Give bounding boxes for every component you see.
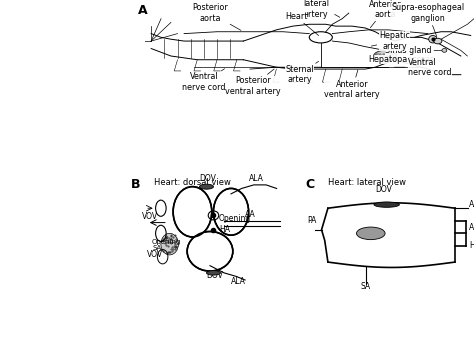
Text: Supra-esophageal
ganglion: Supra-esophageal ganglion bbox=[392, 3, 465, 37]
Text: Heart: dorsal view: Heart: dorsal view bbox=[154, 178, 231, 187]
Text: AA: AA bbox=[469, 200, 474, 209]
Ellipse shape bbox=[174, 187, 211, 236]
Text: Anterior
aorta: Anterior aorta bbox=[369, 0, 401, 28]
Text: Heart: Heart bbox=[285, 12, 319, 36]
Text: PA: PA bbox=[307, 216, 317, 225]
Text: Opening: Opening bbox=[219, 214, 251, 223]
Ellipse shape bbox=[200, 184, 213, 189]
Text: VOV: VOV bbox=[142, 212, 158, 221]
Ellipse shape bbox=[428, 36, 437, 43]
Text: DOV: DOV bbox=[200, 174, 216, 183]
Ellipse shape bbox=[434, 38, 442, 44]
Ellipse shape bbox=[188, 233, 232, 270]
Text: Sinus gland: Sinus gland bbox=[385, 46, 442, 55]
Text: SA: SA bbox=[361, 282, 371, 291]
Text: Posterior
aorta: Posterior aorta bbox=[192, 3, 241, 31]
Text: Hepatic
artery: Hepatic artery bbox=[371, 31, 410, 51]
Text: LOV: LOV bbox=[358, 229, 374, 238]
Text: VOV: VOV bbox=[147, 250, 163, 259]
Text: SA: SA bbox=[152, 244, 161, 251]
Text: ALA: ALA bbox=[231, 277, 246, 286]
Ellipse shape bbox=[161, 233, 178, 255]
Text: Hepatopancreas: Hepatopancreas bbox=[368, 55, 435, 64]
Text: DOV: DOV bbox=[375, 185, 392, 194]
Text: Ventral
nerve cord: Ventral nerve cord bbox=[182, 69, 226, 92]
Ellipse shape bbox=[442, 48, 447, 52]
Text: Opening: Opening bbox=[152, 239, 182, 245]
Text: Ventral
nerve cord: Ventral nerve cord bbox=[394, 57, 452, 77]
Text: ALA: ALA bbox=[469, 223, 474, 233]
Text: Posterior
ventral artery: Posterior ventral artery bbox=[226, 69, 281, 95]
Ellipse shape bbox=[207, 271, 220, 275]
Text: AA: AA bbox=[245, 210, 256, 219]
Text: A: A bbox=[138, 4, 147, 17]
Text: Anterior
ventral artery: Anterior ventral artery bbox=[324, 70, 380, 99]
Text: DOV: DOV bbox=[207, 271, 223, 280]
Text: Heart: lateral view: Heart: lateral view bbox=[328, 178, 406, 187]
Text: B: B bbox=[131, 178, 141, 191]
Text: HA: HA bbox=[219, 225, 230, 234]
Text: Anterior
lateral
artery: Anterior lateral artery bbox=[300, 0, 340, 19]
Text: C: C bbox=[306, 178, 315, 191]
Ellipse shape bbox=[374, 202, 400, 207]
Text: HA: HA bbox=[469, 241, 474, 251]
Ellipse shape bbox=[374, 50, 397, 62]
Ellipse shape bbox=[356, 227, 385, 240]
Text: Sternal
artery: Sternal artery bbox=[285, 61, 319, 84]
Ellipse shape bbox=[214, 190, 248, 234]
Text: ALA: ALA bbox=[248, 174, 264, 183]
